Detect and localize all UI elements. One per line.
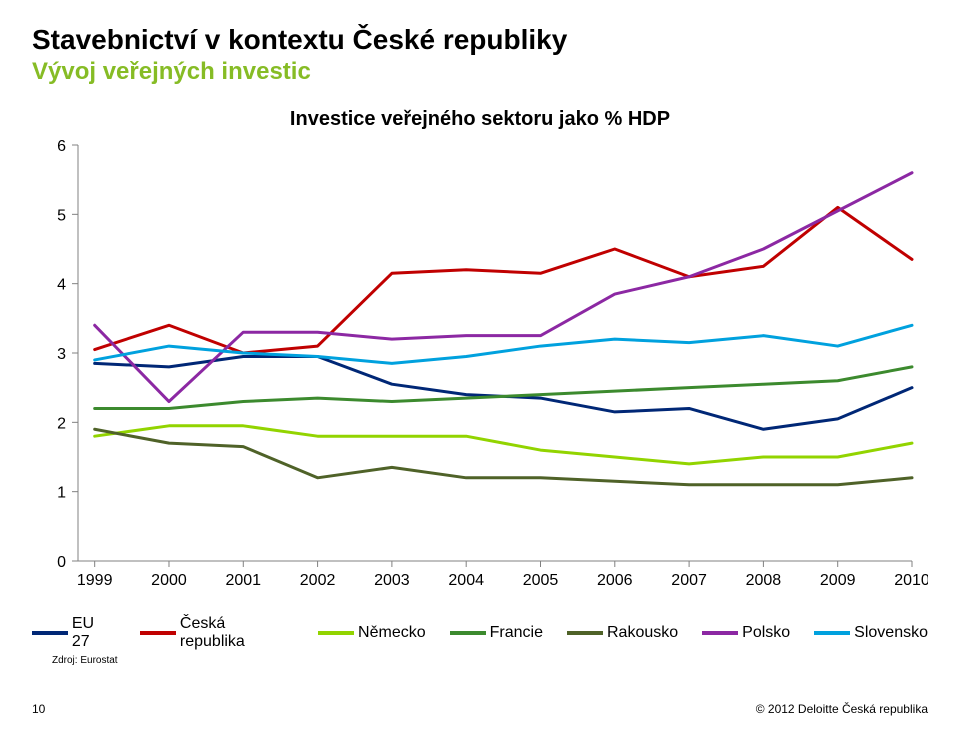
legend-swatch-at (567, 631, 603, 635)
chart-source: Zdroj: Eurostat (52, 655, 928, 666)
legend-label-de: Německo (358, 624, 426, 642)
legend-label-fr: Francie (490, 624, 543, 642)
svg-text:0: 0 (57, 554, 66, 571)
slide-number: 10 (32, 702, 45, 716)
legend-swatch-cz (140, 631, 176, 635)
svg-text:6: 6 (57, 138, 66, 155)
svg-text:2: 2 (57, 415, 66, 432)
legend-label-pl: Polsko (742, 624, 790, 642)
legend-item-pl: Polsko (702, 624, 790, 642)
svg-text:3: 3 (57, 346, 66, 363)
svg-text:2001: 2001 (225, 572, 261, 589)
legend-item-eu27: EU 27 (32, 615, 116, 651)
svg-text:2010: 2010 (894, 572, 928, 589)
svg-text:2005: 2005 (523, 572, 559, 589)
chart-container: 0 1 2 3 4 5 6 1999 2000 2001 2002 2003 2004 2005 2006 2… (32, 135, 928, 605)
svg-text:5: 5 (57, 207, 66, 224)
series-eu27 (95, 356, 912, 429)
svg-text:2003: 2003 (374, 572, 410, 589)
copyright: © 2012 Deloitte Česká republika (756, 702, 928, 716)
chart-legend: EU 27 Česká republika Německo Francie Rakous… (32, 615, 928, 651)
legend-label-at: Rakousko (607, 624, 678, 642)
legend-label-eu27: EU 27 (72, 615, 116, 651)
page-title: Stavebnictví v kontextu České republiky (32, 24, 928, 56)
svg-text:4: 4 (57, 276, 66, 293)
series-cz (95, 207, 912, 353)
legend-label-cz: Česká republika (180, 615, 294, 651)
legend-swatch-fr (450, 631, 486, 635)
chart-title: Investice veřejného sektoru jako % HDP (32, 108, 928, 131)
svg-text:2004: 2004 (448, 572, 484, 589)
svg-text:2002: 2002 (300, 572, 336, 589)
legend-item-fr: Francie (450, 624, 543, 642)
legend-swatch-eu27 (32, 631, 68, 635)
svg-text:2006: 2006 (597, 572, 633, 589)
legend-item-sk: Slovensko (814, 624, 928, 642)
series-pl (95, 173, 912, 402)
series-fr (95, 367, 912, 409)
svg-text:1999: 1999 (77, 572, 113, 589)
legend-item-de: Německo (318, 624, 426, 642)
svg-text:2009: 2009 (820, 572, 856, 589)
legend-label-sk: Slovensko (854, 624, 928, 642)
line-chart: 0 1 2 3 4 5 6 1999 2000 2001 2002 2003 2004 2005 2006 2… (32, 135, 928, 595)
legend-swatch-de (318, 631, 354, 635)
legend-item-cz: Česká republika (140, 615, 294, 651)
legend-swatch-pl (702, 631, 738, 635)
svg-text:2007: 2007 (671, 572, 707, 589)
svg-text:2000: 2000 (151, 572, 187, 589)
legend-item-at: Rakousko (567, 624, 678, 642)
page-subtitle: Vývoj veřejných investic (32, 58, 928, 86)
legend-swatch-sk (814, 631, 850, 635)
svg-text:2008: 2008 (746, 572, 782, 589)
svg-text:1: 1 (57, 484, 66, 501)
